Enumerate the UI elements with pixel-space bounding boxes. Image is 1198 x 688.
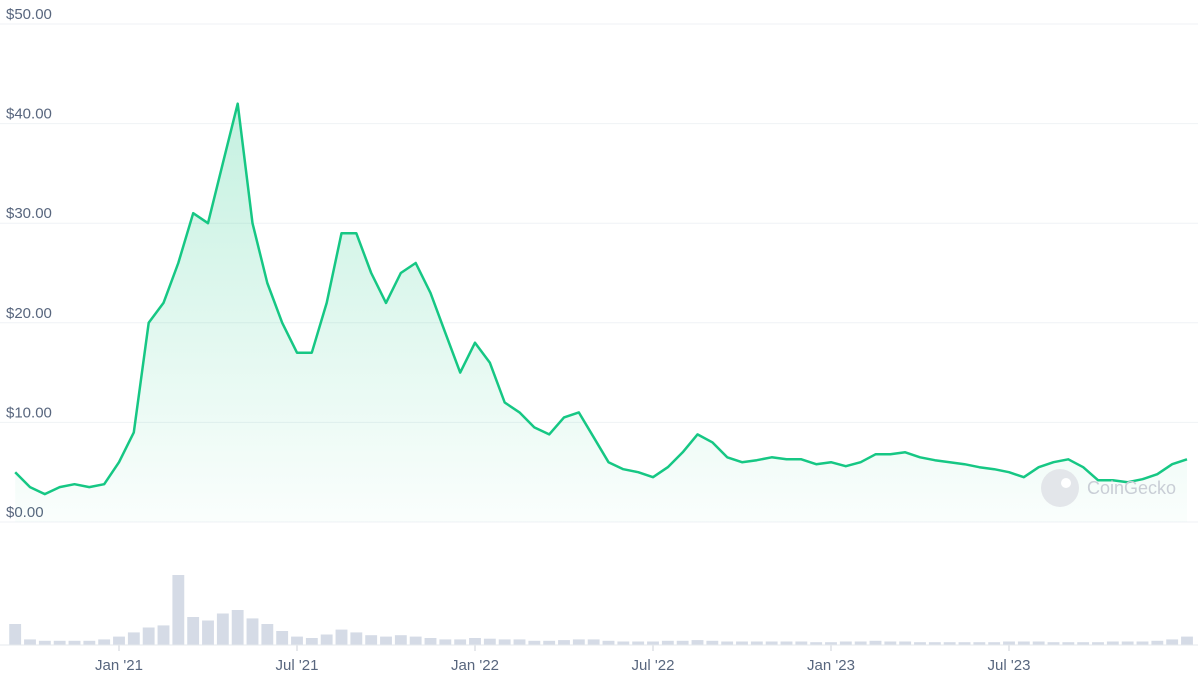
- volume-bar: [706, 640, 719, 645]
- volume-bar: [1136, 641, 1149, 645]
- volume-bar: [98, 639, 111, 645]
- volume-bar: [528, 640, 541, 645]
- volume-bar: [543, 640, 556, 645]
- y-tick-label: $50.00: [6, 6, 52, 23]
- volume-bar: [113, 636, 125, 645]
- volume-bar: [884, 641, 897, 645]
- volume-bar: [424, 638, 437, 645]
- watermark-text: CoinGecko: [1087, 478, 1176, 498]
- volume-bar: [765, 641, 778, 645]
- volume-bar: [291, 636, 303, 645]
- price-line: [14, 102, 1188, 496]
- volume-bar: [335, 629, 348, 645]
- volume-bar: [958, 642, 971, 645]
- volume-bar: [439, 639, 452, 645]
- volume-bar: [409, 636, 422, 645]
- volume-bar: [869, 640, 882, 645]
- volume-bar: [558, 640, 570, 645]
- volume-bar: [736, 641, 748, 645]
- x-tick-label: Jul '23: [988, 657, 1031, 674]
- volume-bar: [914, 642, 926, 645]
- volume-bar: [899, 641, 912, 645]
- volume-bar: [1092, 642, 1104, 645]
- volume-bar: [928, 642, 941, 645]
- x-tick-label: Jul '21: [276, 657, 319, 674]
- y-tick-label: $30.00: [6, 205, 52, 222]
- x-tick-label: Jul '22: [632, 657, 675, 674]
- volume-bar: [231, 610, 244, 645]
- volume-bar: [825, 642, 837, 645]
- volume-bar: [394, 635, 407, 645]
- volume-bar: [365, 635, 378, 645]
- volume-bar: [261, 624, 274, 645]
- volume-bar: [810, 642, 823, 645]
- volume-bar: [1166, 639, 1179, 645]
- volume-bar: [661, 640, 674, 645]
- volume-bar: [839, 641, 852, 645]
- y-tick-label: $20.00: [6, 305, 52, 322]
- volume-bar: [9, 624, 22, 645]
- volume-bar: [276, 631, 289, 645]
- volume-bar: [854, 641, 867, 645]
- volume-bar: [483, 638, 496, 645]
- volume-bar: [498, 639, 511, 645]
- volume-bar: [469, 638, 481, 645]
- volume-bar: [795, 641, 808, 645]
- volume-bar: [750, 641, 763, 645]
- volume-bar: [38, 640, 51, 645]
- volume-bar: [721, 641, 734, 645]
- volume-bar: [53, 640, 66, 645]
- volume-bar: [305, 638, 318, 645]
- volume-bar: [68, 640, 81, 645]
- volume-bar: [943, 642, 956, 645]
- x-tick-label: Jan '23: [807, 657, 855, 674]
- volume-bar: [1047, 642, 1060, 645]
- watermark: CoinGecko: [1041, 469, 1176, 507]
- volume-bar: [513, 639, 526, 645]
- volume-bar: [1062, 642, 1075, 645]
- volume-bar: [617, 641, 630, 645]
- volume-bar: [1151, 640, 1164, 645]
- volume-bar: [1003, 641, 1015, 645]
- volume-bar: [602, 640, 615, 645]
- volume-bar: [1017, 641, 1030, 645]
- volume-bar: [647, 641, 659, 645]
- volume-bar: [1032, 641, 1045, 645]
- volume-bar: [350, 632, 363, 645]
- volume-bar: [454, 639, 467, 645]
- volume-bar: [246, 618, 259, 645]
- area: [15, 103, 1188, 522]
- volume-bar: [202, 620, 214, 645]
- y-tick-label: $40.00: [6, 106, 52, 123]
- volume-bar: [157, 625, 170, 645]
- volume-bar: [587, 639, 600, 645]
- volume-bar: [172, 575, 185, 645]
- volume-bar: [1121, 641, 1134, 645]
- volume-bar: [320, 634, 333, 645]
- volume-bar: [83, 640, 96, 645]
- x-tick-label: Jan '21: [95, 657, 143, 674]
- volume-bar: [1181, 636, 1193, 645]
- volume-bar: [780, 641, 793, 645]
- volume-bar: [1106, 641, 1119, 645]
- volume-bar: [1077, 642, 1090, 645]
- volume-bar: [632, 641, 645, 645]
- volume-bar: [973, 642, 986, 645]
- volume-bar: [127, 632, 140, 645]
- y-tick-label: $10.00: [6, 404, 52, 421]
- volume-bar: [691, 640, 704, 645]
- volume-bar: [380, 636, 392, 645]
- volume-bar: [572, 639, 585, 645]
- volume-bar: [24, 639, 36, 645]
- volume-bar: [988, 642, 1001, 645]
- volume-bar: [216, 613, 229, 645]
- x-tick-label: Jan '22: [451, 657, 499, 674]
- volume-bar: [187, 617, 200, 645]
- volume-bar: [142, 627, 155, 645]
- volume-bar: [676, 640, 689, 645]
